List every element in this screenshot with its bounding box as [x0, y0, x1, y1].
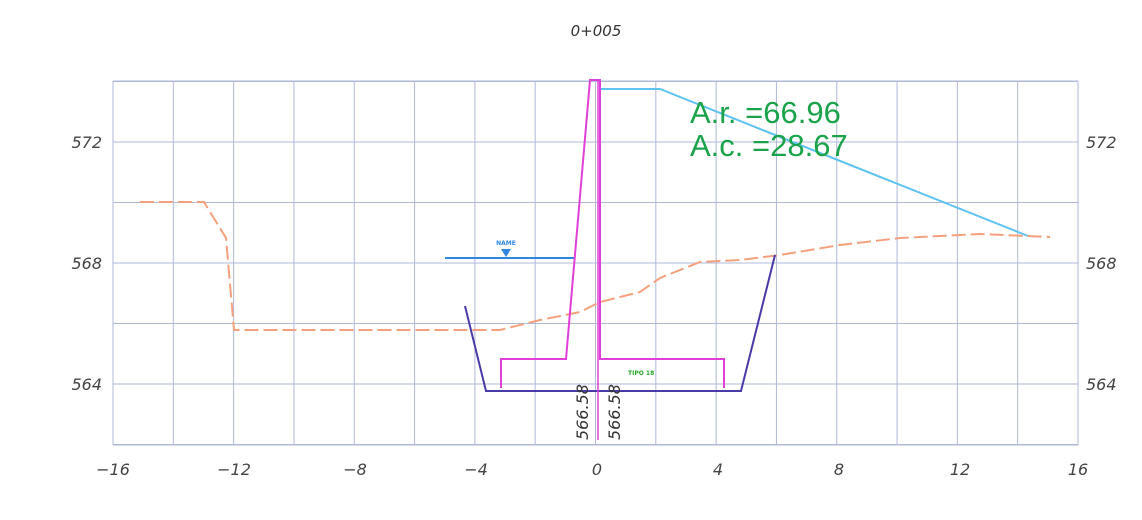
y-tick-label: 568	[1086, 254, 1117, 273]
x-tick-label: 16	[1068, 460, 1088, 479]
x-tick-label: 0	[592, 460, 602, 479]
water-level-icon	[501, 249, 511, 257]
structure-type-label: TIPO 18	[628, 370, 654, 377]
x-tick-label: −8	[343, 460, 367, 479]
y-tick-labels-right: 572 568 564	[1086, 133, 1117, 394]
x-tick-label: −16	[96, 460, 130, 479]
y-tick-label: 572	[1086, 133, 1117, 152]
station-title: 0+005	[571, 22, 622, 40]
x-tick-label: 8	[834, 460, 844, 479]
y-tick-label: 572	[71, 133, 102, 152]
elevation-label-right: 566.58	[605, 384, 624, 440]
excavation-outline	[464, 254, 776, 392]
x-tick-labels: −16 −12 −8 −4 0 4 8 12 16	[96, 460, 1088, 479]
natural-ground-line	[140, 201, 1051, 331]
water-level-label: NAME	[496, 240, 516, 247]
design-grade-line	[601, 88, 1029, 237]
x-tick-label: −4	[464, 460, 488, 479]
x-tick-label: −12	[217, 460, 251, 479]
y-tick-labels-left: 572 568 564	[71, 133, 102, 394]
wall-outline	[500, 79, 725, 388]
area-road-label: A.r. =66.96	[690, 95, 841, 130]
x-tick-label: 4	[713, 460, 723, 479]
y-tick-label: 564	[71, 375, 102, 394]
y-tick-label: 568	[71, 254, 102, 273]
water-level: NAME	[445, 240, 575, 259]
x-tick-label: 12	[950, 460, 970, 479]
y-tick-label: 564	[1086, 375, 1117, 394]
area-cut-label: A.c. =28.67	[690, 128, 848, 163]
elevation-label-left: 566.58	[573, 384, 592, 440]
retaining-wall	[500, 79, 725, 440]
